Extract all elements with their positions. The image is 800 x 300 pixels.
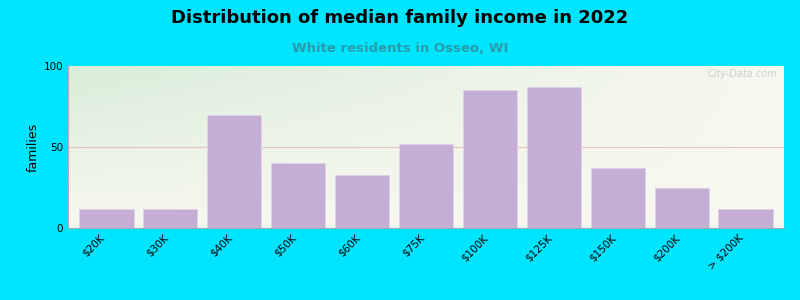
Bar xyxy=(79,208,134,228)
Bar xyxy=(590,168,645,228)
Bar xyxy=(462,90,517,228)
Text: City-Data.com: City-Data.com xyxy=(707,69,777,79)
Bar xyxy=(718,208,773,228)
Text: Distribution of median family income in 2022: Distribution of median family income in … xyxy=(171,9,629,27)
Bar xyxy=(271,163,326,228)
Bar xyxy=(207,115,262,228)
Bar xyxy=(526,87,581,228)
Bar xyxy=(143,208,198,228)
Bar xyxy=(654,188,709,228)
Bar xyxy=(399,144,453,228)
Y-axis label: families: families xyxy=(26,122,39,172)
Text: White residents in Osseo, WI: White residents in Osseo, WI xyxy=(292,42,508,55)
Bar xyxy=(335,175,390,228)
